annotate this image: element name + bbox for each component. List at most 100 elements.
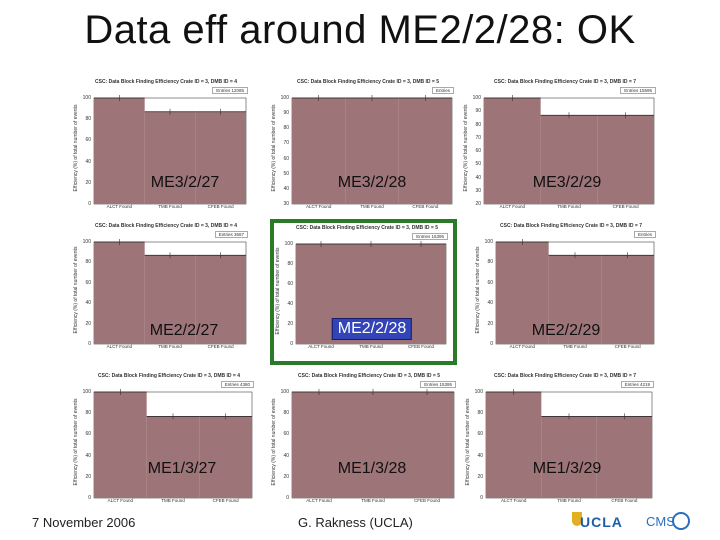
chamber-label: ME2/2/27	[149, 322, 219, 339]
x-tick-label: CFEB Found	[413, 498, 441, 503]
bar	[596, 416, 652, 498]
plot-area: 30 40 50 60 70 80 90 100 ALCT Found TMB Found CFEB…	[281, 95, 453, 209]
y-ticks: 0 20 40 60 80 100	[279, 389, 291, 501]
ucla-logo-text: UCLA	[580, 514, 623, 530]
bar	[346, 392, 400, 498]
bar	[496, 242, 549, 344]
y-tick-label: 90	[475, 108, 481, 115]
y-tick-label: 40	[283, 452, 289, 459]
y-axis-label: Efficiency (%) of total number of events	[73, 398, 79, 486]
chart-panel: CSC: Data Block Finding Efficiency Crate…	[271, 372, 460, 512]
y-tick-label: 100	[82, 389, 91, 395]
plot-area: 0 20 40 60 80 100 ALCT Found TMB Found CFEB Foun…	[475, 389, 653, 503]
chart-entries: Entries 15595	[620, 87, 656, 94]
y-tick-label: 20	[475, 201, 481, 207]
slide-title: Data eff around ME2/2/28: OK	[84, 8, 636, 52]
bar	[292, 392, 346, 498]
y-tick-label: 40	[287, 301, 293, 307]
chart-header: CSC: Data Block Finding Efficiency Crate…	[297, 79, 439, 85]
plot-area: 0 20 40 60 80 100 ALCT Found TMB Found CFEB Foun…	[83, 389, 253, 503]
bar	[94, 242, 145, 344]
y-tick-label: 100	[474, 389, 483, 395]
y-tick-label: 50	[283, 170, 289, 177]
y-axis-label: Efficiency (%) of total number of events	[73, 246, 79, 334]
y-ticks: 0 20 40 60 80 100	[473, 389, 485, 501]
x-tick-label: TMB Found	[158, 344, 182, 349]
bar	[292, 98, 346, 204]
x-tick-label: TMB Found	[161, 498, 185, 503]
y-tick-label: 80	[283, 125, 289, 132]
x-tick-label: TMB Found	[359, 344, 383, 349]
chart-header: CSC: Data Block Finding Efficiency Crate…	[95, 79, 237, 85]
y-ticks: 0 20 40 60 80 100	[283, 241, 295, 347]
x-tick-label: ALCT Found	[500, 498, 527, 503]
x-tick-labels: ALCT Found TMB Found CFEB Found	[292, 204, 452, 212]
bar	[601, 255, 654, 344]
plot-area: 0 20 40 60 80 100 ALCT Found TMB Found CFEB Foun…	[281, 389, 455, 503]
x-tick-label: CFEB Found	[212, 498, 239, 503]
y-ticks: 0 20 40 60 80 100	[81, 389, 93, 501]
cms-logo-icon	[672, 512, 690, 530]
y-tick-label: 30	[475, 187, 481, 194]
x-tick-label: ALCT Found	[106, 344, 133, 349]
chart-header: CSC: Data Block Finding Efficiency Crate…	[500, 223, 642, 229]
y-tick-label: 80	[85, 410, 91, 417]
x-tick-label: ALCT Found	[106, 204, 133, 209]
x-tick-labels: ALCT Found TMB Found CFEB Found	[296, 344, 446, 352]
y-tick-label: 80	[475, 121, 481, 128]
bar	[484, 98, 541, 204]
x-tick-label: CFEB Found	[207, 204, 234, 209]
y-tick-label: 0	[88, 495, 91, 501]
y-tick-label: 100	[284, 241, 293, 247]
chart-entries: Entries 15395	[412, 233, 448, 240]
footer-date: 7 November 2006	[32, 515, 136, 530]
chamber-label-highlighted: ME2/2/28	[331, 318, 413, 340]
plot-area: 20 30 40 50 60 70 80 90 100 ALCT Found TMB Found CF…	[473, 95, 655, 209]
y-tick-label: 30	[283, 201, 289, 207]
bar-chart-svg	[291, 389, 455, 499]
plot-area: 0 20 40 60 80 100 ALCT Found TMB Found CFEB Foun…	[485, 239, 655, 349]
x-tick-label: CFEB Found	[412, 204, 439, 209]
y-tick-label: 40	[477, 452, 483, 459]
bar	[195, 111, 246, 204]
chart-entries: Entries 15395	[420, 381, 456, 388]
bar	[486, 392, 542, 498]
chamber-label: ME3/2/29	[532, 174, 602, 191]
y-axis-label: Efficiency (%) of total number of events	[465, 398, 471, 486]
y-tick-label: 20	[477, 473, 483, 480]
y-tick-label: 0	[480, 495, 483, 501]
plot-area: 0 20 40 60 80 100 ALCT Found TMB Found CFEB Foun…	[83, 239, 247, 349]
chart-entries: Entries 12085	[212, 87, 248, 94]
bar	[199, 416, 252, 498]
y-tick-label: 0	[286, 495, 289, 501]
x-tick-labels: ALCT Found TMB Found CFEB Found	[484, 204, 654, 212]
bar	[195, 255, 246, 344]
bar	[345, 98, 399, 204]
logo-group: UCLA CMS	[572, 508, 702, 538]
chart-entries: Entries 4380	[220, 381, 254, 388]
bar	[548, 255, 602, 344]
highlight-box	[270, 219, 457, 365]
bar-chart-svg	[485, 389, 653, 499]
chart-panel: CSC: Data Block Finding Efficiency Crate…	[73, 78, 252, 218]
chart-panel: CSC: Data Block Finding Efficiency Crate…	[73, 222, 252, 358]
y-tick-label: 70	[283, 140, 289, 147]
y-tick-label: 20	[287, 321, 293, 327]
y-ticks: 0 20 40 60 80 100	[483, 239, 495, 347]
bar-chart-svg	[483, 95, 655, 205]
chart-header: CSC: Data Block Finding Efficiency Crate…	[494, 373, 636, 379]
x-tick-label: CFEB Found	[614, 344, 641, 349]
y-tick-label: 0	[290, 341, 293, 347]
chart-entries: Entries	[431, 87, 454, 94]
chart-entries: Entries 4219	[620, 381, 654, 388]
bar	[540, 115, 598, 204]
y-tick-label: 20	[283, 473, 289, 480]
x-tick-label: CFEB Found	[611, 498, 638, 503]
x-tick-labels: ALCT Found TMB Found CFEB Found	[94, 204, 246, 212]
y-tick-label: 80	[477, 410, 483, 417]
y-ticks: 30 40 50 60 70 80 90 100	[279, 95, 291, 207]
bar	[398, 98, 452, 204]
y-ticks: 0 20 40 60 80 100	[81, 239, 93, 347]
y-tick-label: 100	[82, 239, 91, 245]
bar	[146, 416, 200, 498]
